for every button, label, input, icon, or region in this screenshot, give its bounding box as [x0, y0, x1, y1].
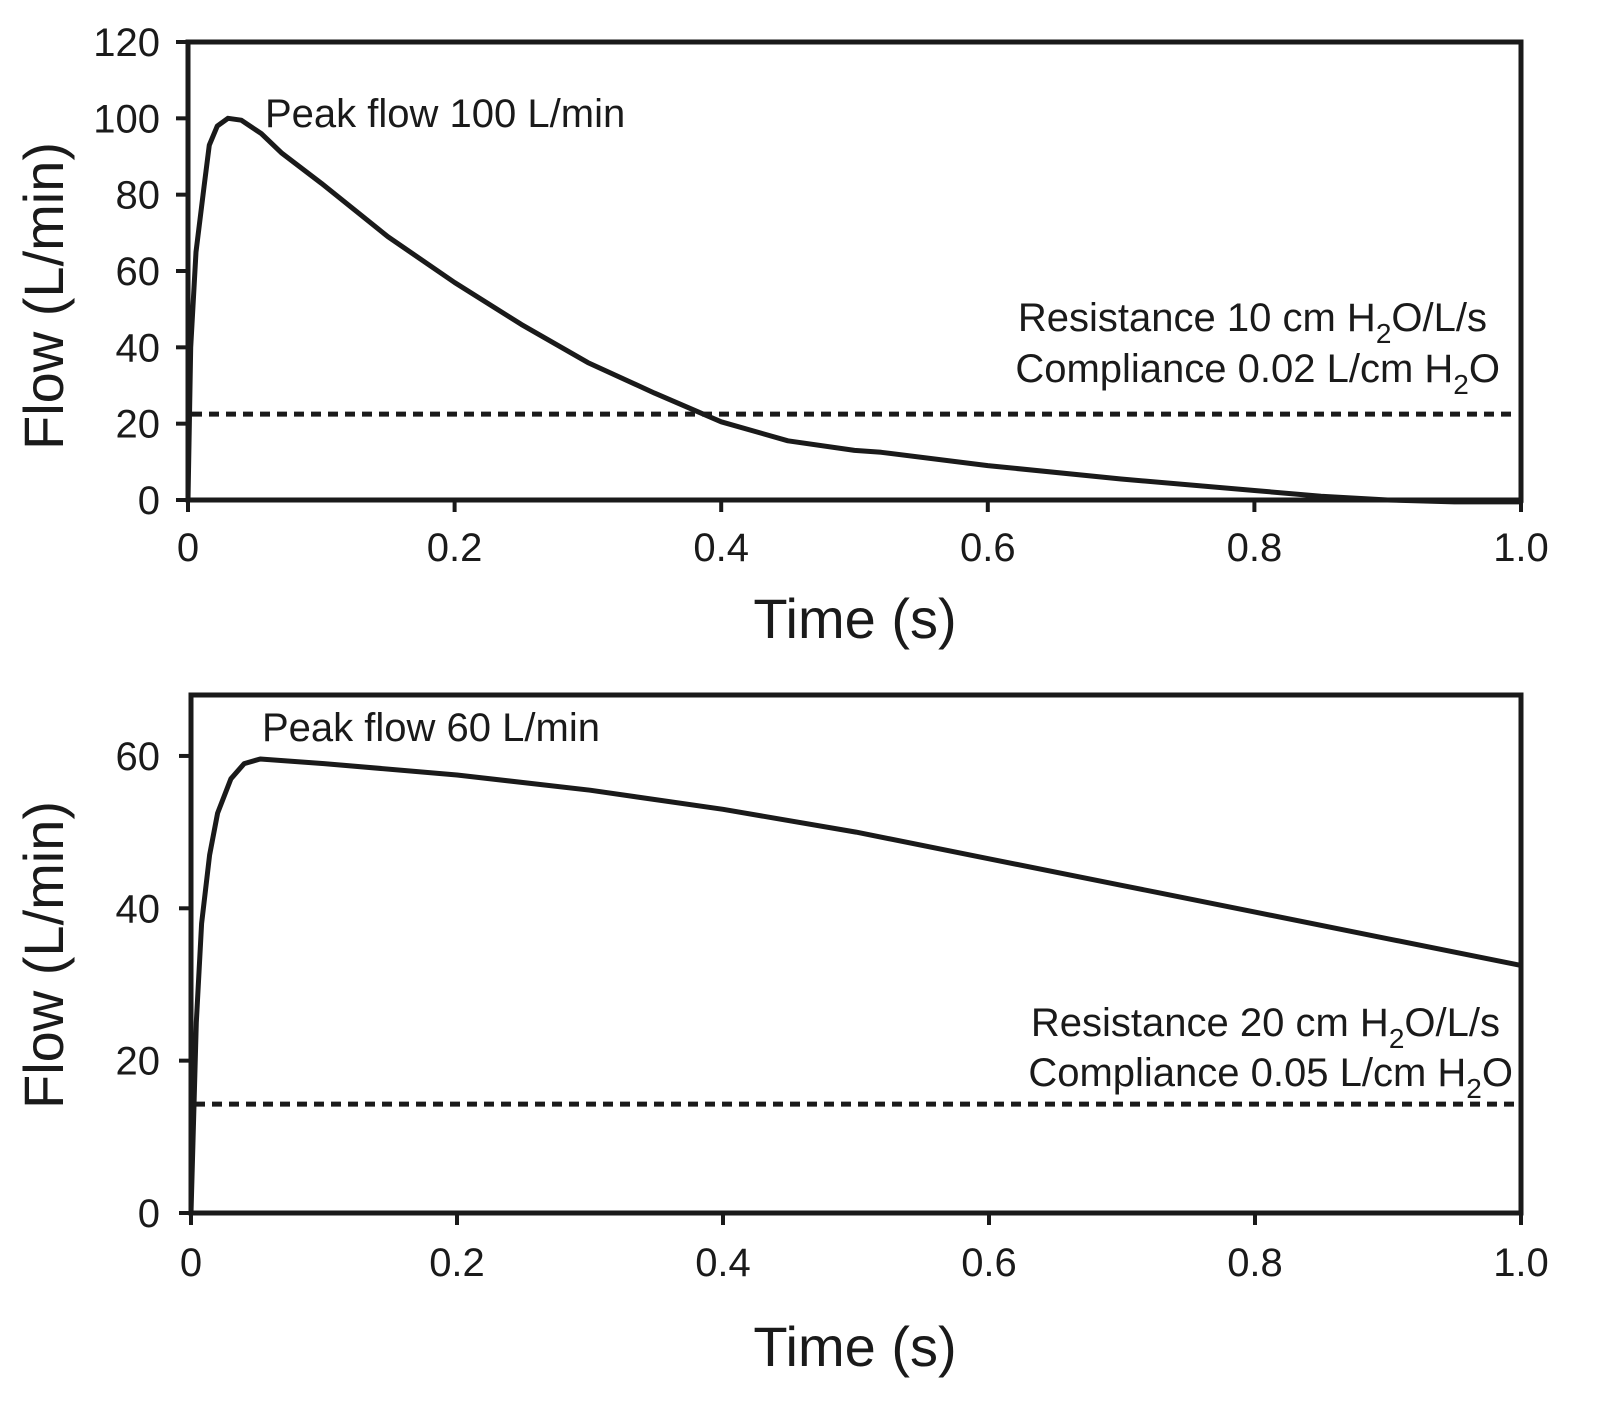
bottom-x-tick-label: 0.6 [961, 1241, 1017, 1285]
top-y-tick-label: 100 [93, 97, 160, 141]
top-x-tick-label: 0.2 [427, 526, 483, 570]
top-y-tick-label: 60 [116, 250, 161, 294]
top-x-tick-label: 0.8 [1227, 526, 1283, 570]
top-compliance-annotation: Compliance 0.02 L/cm H2O [1015, 347, 1500, 400]
top-x-tick-label: 0 [177, 526, 199, 570]
top-peak-flow-annotation: Peak flow 100 L/min [265, 92, 625, 136]
bottom-y-tick-label: 40 [116, 887, 161, 931]
top-y-tick-label: 120 [93, 21, 160, 65]
bottom-y-tick-label: 0 [138, 1192, 160, 1236]
top-flow-curve [185, 115, 1524, 505]
top-resistance-annotation: Resistance 10 cm H2O/L/s [1018, 296, 1487, 349]
bottom-x-tick-label: 0.4 [695, 1241, 751, 1285]
top-y-tick-label: 40 [116, 326, 161, 370]
top-chart-panel: 0 0.2 0.4 0.6 0.8 1.0 0 20 40 60 80 100 120 Peak flo… [12, 21, 1549, 650]
top-x-axis-title: Time (s) [753, 587, 956, 650]
bottom-y-axis-title: Flow (L/min) [12, 801, 75, 1109]
top-plot-frame [185, 39, 1524, 503]
top-plot-layer: 0 0.2 0.4 0.6 0.8 1.0 0 20 40 60 80 100 120 [93, 21, 1549, 570]
bottom-x-tick-label: 1.0 [1493, 1241, 1549, 1285]
bottom-y-tick-label: 60 [116, 735, 161, 779]
bottom-resistance-annotation: Resistance 20 cm H2O/L/s [1031, 1001, 1500, 1054]
bottom-plot-layer: 0 0.2 0.4 0.6 0.8 1.0 0 20 40 60 [116, 735, 1549, 1285]
bottom-y-tick-label: 20 [116, 1040, 161, 1084]
bottom-plot-frame [188, 692, 1524, 1216]
bottom-chart-panel: 0 0.2 0.4 0.6 0.8 1.0 0 20 40 60 Peak flow 60 L/m… [12, 692, 1549, 1378]
bottom-compliance-annotation: Compliance 0.05 L/cm H2O [1028, 1051, 1513, 1104]
top-y-tick-label: 80 [116, 174, 161, 218]
top-y-tick-label: 20 [116, 403, 161, 447]
bottom-x-tick-label: 0 [180, 1241, 202, 1285]
top-x-tick-label: 1.0 [1493, 526, 1549, 570]
top-x-tick-label: 0.4 [693, 526, 749, 570]
bottom-x-tick-label: 0.2 [429, 1241, 485, 1285]
top-y-tick-label: 0 [138, 479, 160, 523]
bottom-peak-flow-annotation: Peak flow 60 L/min [262, 706, 600, 750]
bottom-x-axis-title: Time (s) [753, 1315, 956, 1378]
top-x-tick-label: 0.6 [960, 526, 1016, 570]
top-y-axis-title: Flow (L/min) [12, 142, 75, 450]
bottom-x-tick-label: 0.8 [1227, 1241, 1283, 1285]
bottom-flow-curve [188, 756, 1524, 1216]
